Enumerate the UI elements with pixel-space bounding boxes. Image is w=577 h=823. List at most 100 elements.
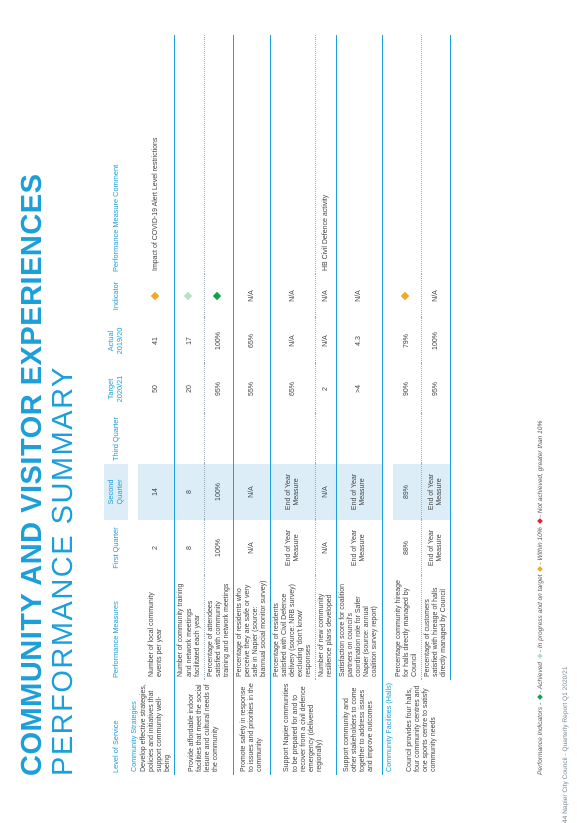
comment-cell <box>233 35 271 274</box>
target-cell: 95% <box>421 364 451 414</box>
level-of-service-cell: Develop effective strategies, policies a… <box>140 684 172 772</box>
actual-cell: 17 <box>174 318 205 364</box>
second-quarter-cell: End of Year Measure <box>421 464 451 520</box>
target-cell: >4 <box>336 364 382 414</box>
measure-cell: Percentage of residents who perceive the… <box>233 576 271 680</box>
indicator-cell: N/A <box>270 274 316 318</box>
section-row: Community Facilities (Halls) <box>382 35 393 775</box>
indicator-cell <box>393 274 422 318</box>
header-comment: Performance Measure Comment <box>110 164 120 272</box>
actual-cell: N/A <box>315 318 337 364</box>
legend-within-icon <box>537 565 543 572</box>
header-first-quarter: First Quarter <box>110 527 120 569</box>
legend-within: - Within 10% <box>537 527 544 565</box>
header-second-quarter: Second Quarter <box>104 464 128 520</box>
indicator-within-icon <box>150 291 160 301</box>
third-quarter-cell <box>315 414 337 464</box>
performance-table: Level of Service Performance Measures Fi… <box>104 35 451 775</box>
table-row: Promote safety in response to issues and… <box>233 35 271 775</box>
target-cell: 65% <box>270 364 316 414</box>
legend-achieved: - Achieved <box>537 662 544 693</box>
page-title: COMMUNITY AND VISITOR EXPERIENCES <box>16 173 48 777</box>
comment-cell <box>421 35 451 274</box>
second-quarter-cell: 89% <box>392 464 422 520</box>
header-performance-measures: Performance Measures <box>110 601 120 678</box>
third-quarter-cell <box>393 414 422 464</box>
indicator-achieved-icon <box>212 291 222 301</box>
level-of-service-cell: Support Napier communities to be prepare… <box>270 680 337 775</box>
table-row: Percentage of customers satisfied with h… <box>421 35 451 775</box>
legend-achieved-icon <box>537 694 543 700</box>
comment-cell <box>270 35 316 274</box>
comment-cell: Impact of COVID-19 Alert Level restricti… <box>152 137 160 271</box>
measure-cell: Percentage of customers satisfied with h… <box>421 576 451 680</box>
target-cell: 20 <box>174 364 205 414</box>
legend-not-achieved: - Not achieved, greater than 10% <box>537 420 544 518</box>
first-quarter-cell: 100% <box>204 520 234 576</box>
comment-cell <box>393 35 422 274</box>
table-row: Council provides four halls, four commun… <box>392 35 437 775</box>
actual-cell: 4.3 <box>336 318 382 364</box>
table-header-row: Level of Service Performance Measures Fi… <box>104 35 128 775</box>
measure-cell: Percentage of residents satisfied with C… <box>270 576 316 680</box>
header-actual: Actual 2019/20 <box>106 327 124 355</box>
third-quarter-cell <box>174 414 205 464</box>
table-row: Support Napier communities to be prepare… <box>270 35 337 775</box>
header-third-quarter: Third Quarter <box>110 417 120 461</box>
header-level-of-service: Level of Service <box>110 720 120 773</box>
first-quarter-cell: End of Year Measure <box>270 520 316 576</box>
indicator-cell <box>204 274 234 318</box>
indicator-cell: N/A <box>421 274 451 318</box>
table-row: Provide affordable indoor facilities tha… <box>174 35 234 775</box>
section-name: Community Facilities (Halls) <box>382 35 393 775</box>
measure-cell: Percentage of attendees satisfied with c… <box>204 576 234 680</box>
measure-cell: Percentage community hireage for halls d… <box>394 580 418 677</box>
target-cell: 2 <box>315 364 337 414</box>
third-quarter-cell <box>138 414 175 464</box>
target-cell: 55% <box>233 364 271 414</box>
indicator-within-icon <box>401 291 410 301</box>
third-quarter-cell <box>270 414 316 464</box>
actual-cell: 41 <box>152 337 160 345</box>
target-cell: 90% <box>402 382 410 397</box>
first-quarter-cell: 8 <box>174 520 205 576</box>
level-of-service-cell: Provide affordable indoor facilities tha… <box>174 680 234 775</box>
indicator-cell: N/A <box>315 274 337 318</box>
indicator-in-progress-icon <box>183 291 193 301</box>
measure-cell: Number of new community resilience plans… <box>315 576 337 680</box>
measure-cell: Number of community training and network… <box>174 576 205 680</box>
comment-cell <box>204 35 234 274</box>
header-target: Target 2020/21 <box>106 375 124 403</box>
legend-in-progress-icon <box>537 653 543 660</box>
indicator-cell <box>174 274 205 318</box>
section-name: Community Strategies <box>129 701 138 772</box>
third-quarter-cell <box>421 414 451 464</box>
first-quarter-cell: End of Year Measure <box>336 520 382 576</box>
table-row: Percentage of attendees satisfied with c… <box>204 35 234 775</box>
actual-cell: 100% <box>421 318 451 364</box>
comment-cell <box>174 35 205 274</box>
level-of-service-cell: Promote safety in response to issues and… <box>233 680 271 775</box>
table-row: Support community and other stakeholders… <box>336 35 382 775</box>
target-cell: 50 <box>152 385 160 393</box>
legend-prefix: Performance Indicators - <box>537 702 544 775</box>
indicator-cell <box>138 274 175 318</box>
first-quarter-cell: End of Year Measure <box>421 520 451 576</box>
second-quarter-cell: N/A <box>315 464 337 520</box>
first-quarter-cell: 88% <box>402 541 410 556</box>
actual-cell: 65% <box>233 318 271 364</box>
first-quarter-cell: N/A <box>315 520 337 576</box>
second-quarter-cell: 14 <box>138 464 175 520</box>
level-of-service-cell: Support community and other stakeholders… <box>336 680 382 775</box>
second-quarter-cell: End of Year Measure <box>336 464 382 520</box>
indicator-cell: N/A <box>336 274 382 318</box>
measure-cell: Satisfaction score for coalition partner… <box>336 576 382 680</box>
second-quarter-cell: 8 <box>174 464 205 520</box>
second-quarter-cell: End of Year Measure <box>270 464 316 520</box>
target-cell: 95% <box>204 364 234 414</box>
third-quarter-cell <box>233 414 271 464</box>
table-row: Number of new community resilience plans… <box>315 35 337 775</box>
level-of-service-cell: Council provides four halls, four commun… <box>405 685 437 772</box>
second-quarter-cell: 100% <box>204 464 234 520</box>
